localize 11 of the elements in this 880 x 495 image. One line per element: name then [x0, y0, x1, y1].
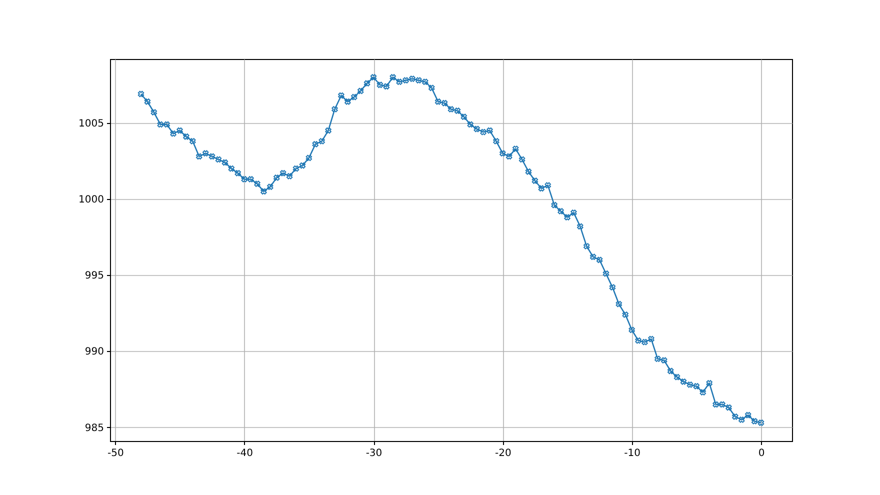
y-tick-label: 1005: [78, 118, 104, 130]
x-tick-label: -50: [107, 448, 124, 459]
y-tick-label: 995: [84, 270, 104, 282]
x-tick-label: 0: [758, 448, 765, 459]
x-tick-label: -20: [494, 448, 512, 459]
x-tick-label: -10: [624, 448, 641, 459]
y-tick-label: 990: [84, 346, 104, 358]
y-tick-label: 1000: [78, 194, 104, 206]
y-tick-label: 985: [84, 422, 104, 434]
x-tick-label: -40: [236, 448, 254, 459]
x-tick-label: -30: [366, 448, 382, 459]
